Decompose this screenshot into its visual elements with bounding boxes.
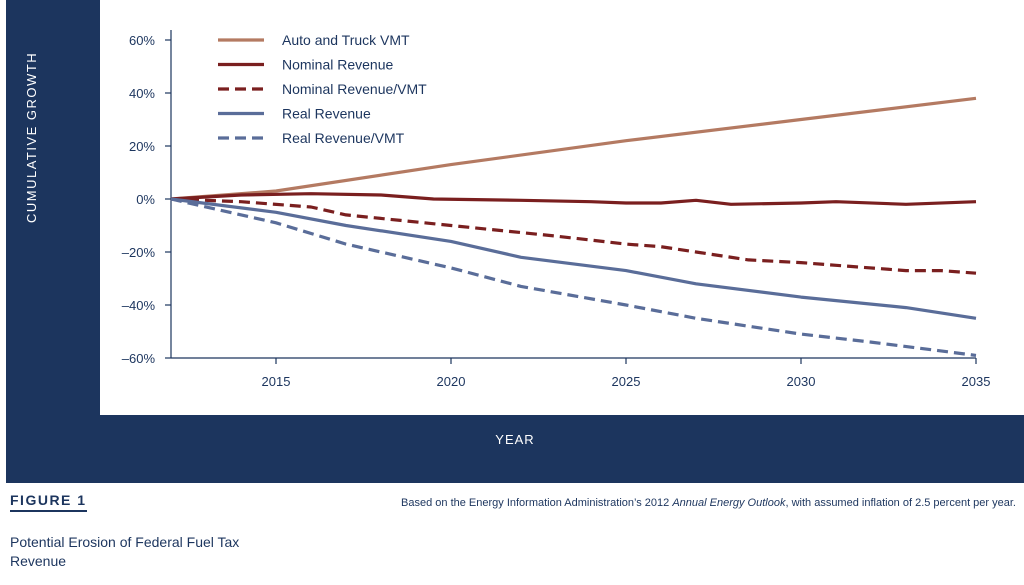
- x-axis-label: YEAR: [495, 432, 535, 447]
- x-tick-label: 2020: [437, 374, 466, 389]
- x-tick-label: 2025: [612, 374, 641, 389]
- legend-label-3: Nominal Revenue/VMT: [282, 81, 427, 97]
- chart-frame: CUMULATIVE GROWTH YEAR: [6, 0, 1024, 483]
- y-tick-label: 20%: [129, 139, 155, 154]
- series-line-2: [170, 192, 977, 206]
- figure-title: Potential Erosion of Federal Fuel Tax Re…: [10, 534, 240, 569]
- legend-label-2: Nominal Revenue: [282, 57, 393, 73]
- y-tick-label: 0%: [136, 192, 155, 207]
- series-line-5: [170, 197, 977, 357]
- legend-label-4: Real Revenue: [282, 106, 371, 122]
- figure-label: FIGURE 1: [10, 492, 87, 512]
- source-publication: Annual Energy Outlook: [672, 497, 786, 509]
- legend-label-5: Real Revenue/VMT: [282, 130, 405, 146]
- y-tick-label: 60%: [129, 33, 155, 48]
- y-tick-label: –20%: [122, 245, 156, 260]
- line-chart: 60% 40% 20% 0% –20% –40% –60% 2015 2020 2025 2030 2…: [122, 30, 991, 389]
- y-tick-label: 40%: [129, 86, 155, 101]
- series-line-3: [170, 197, 977, 275]
- plot-area: [100, 0, 1024, 415]
- legend-label-1: Auto and Truck VMT: [282, 32, 410, 48]
- x-tick-label: 2030: [787, 374, 816, 389]
- series-line-1: [170, 96, 977, 201]
- x-tick-label: 2015: [262, 374, 291, 389]
- source-note: Based on the Energy Information Administ…: [401, 497, 1016, 509]
- x-tick-label: 2035: [962, 374, 991, 389]
- y-tick-label: –60%: [122, 351, 156, 366]
- y-tick-label: –40%: [122, 298, 156, 313]
- series-line-4: [170, 197, 977, 320]
